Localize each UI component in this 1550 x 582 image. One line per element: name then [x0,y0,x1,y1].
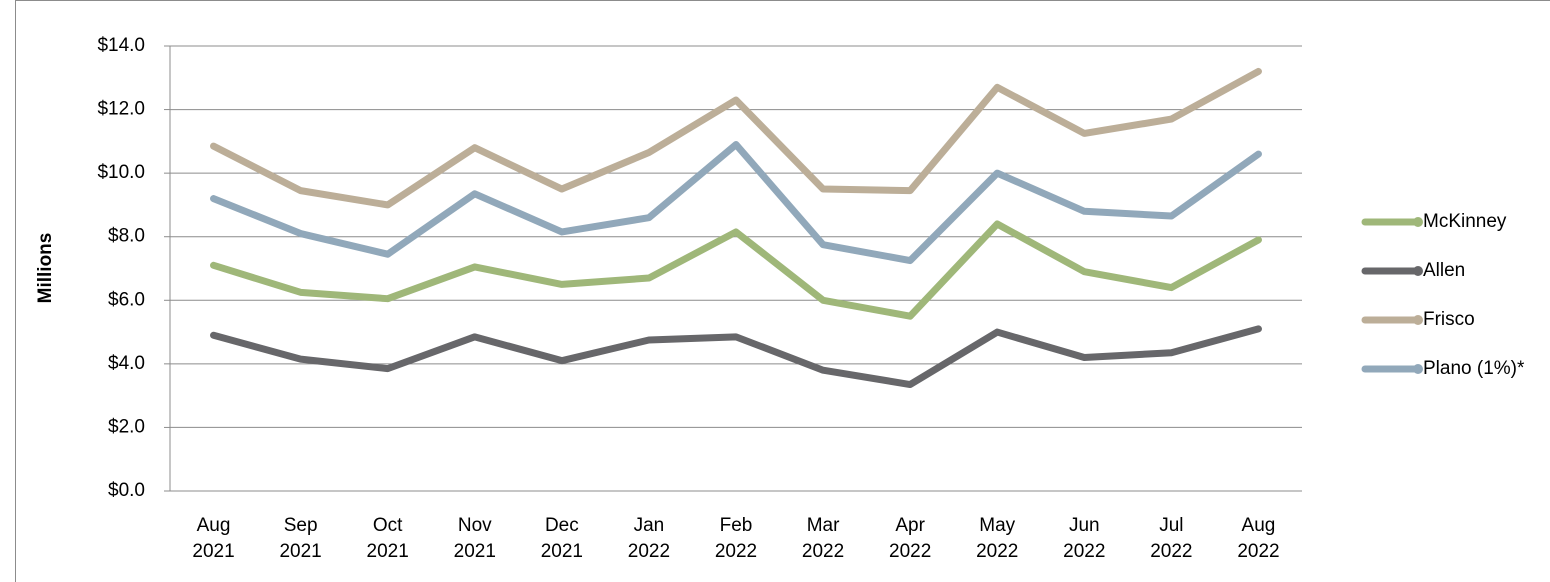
y-tick-label: $14.0 [97,35,145,56]
y-tick-label: $10.0 [97,162,145,183]
y-axis-label: Millions [35,233,56,304]
series-line [210,220,1262,320]
x-tick-label: Aug 2021 [192,515,235,562]
series-line [210,141,1262,265]
legend-label: McKinney [1423,211,1507,232]
x-tick-label: Jun 2022 [1063,515,1106,562]
x-tick-label: Nov 2021 [453,515,496,562]
series-line [210,67,1262,209]
chart-border [15,0,1550,582]
y-tick-label: $2.0 [108,416,145,437]
legend-label: Allen [1423,260,1465,281]
y-tick-label: $6.0 [108,289,145,310]
series-line [210,325,1262,389]
legend-marker [1413,266,1423,276]
x-tick-label: Jan 2022 [627,515,671,562]
legend-label: Plano (1%)* [1423,358,1525,379]
x-tick-label: Mar 2022 [801,515,845,562]
y-tick-label: $4.0 [108,353,145,374]
x-tick-label: Aug 2022 [1237,515,1280,562]
x-tick-label: May 2022 [976,515,1019,562]
x-tick-label: Feb 2022 [714,515,758,562]
legend-marker [1413,315,1423,325]
x-tick-label: Apr 2022 [889,515,932,562]
legend-marker [1413,217,1423,227]
x-tick-label: Dec 2021 [540,515,583,562]
y-tick-label: $12.0 [97,99,145,120]
y-tick-label: $8.0 [108,226,145,247]
x-tick-label: Oct 2021 [366,515,409,562]
legend-marker [1413,364,1423,374]
y-tick-label: $0.0 [108,480,145,501]
x-tick-label: Sep 2021 [279,515,322,562]
legend-label: Frisco [1423,309,1475,330]
x-tick-label: Jul 2022 [1150,515,1193,562]
